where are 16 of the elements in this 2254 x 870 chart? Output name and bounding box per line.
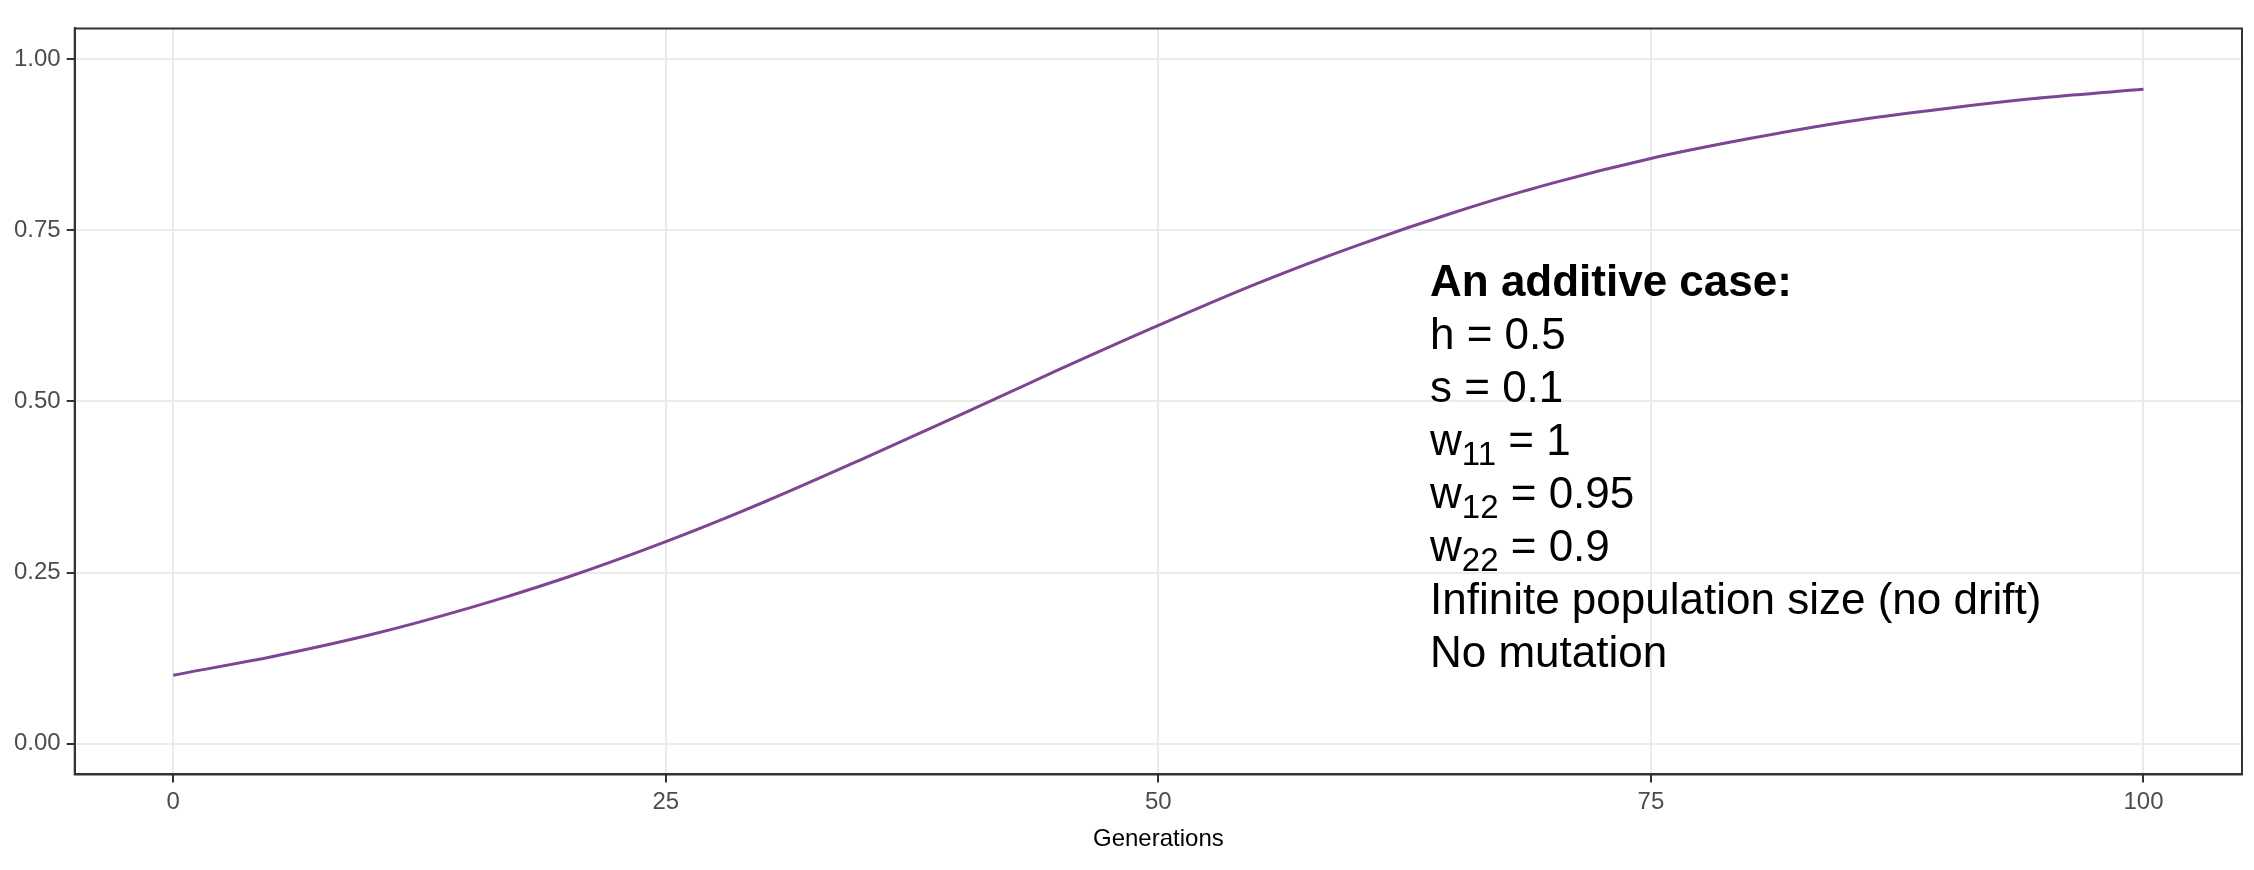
y-tick-label: 0.25 <box>13 557 61 585</box>
x-tick-label: 0 <box>166 787 180 815</box>
y-tick-label: 1.00 <box>13 43 61 71</box>
annotation: No mutation <box>1430 626 1669 678</box>
x-tick-label: 25 <box>652 787 680 815</box>
x-tick-label: 50 <box>1145 787 1172 815</box>
x-axis-title: Generations <box>1092 824 1224 852</box>
y-tick-label: 0.00 <box>13 728 61 756</box>
line-series <box>171 87 2145 677</box>
annotation: s = 0.1 <box>1430 361 1565 413</box>
x-tick-label: 75 <box>1637 787 1665 815</box>
annotation: h = 0.5 <box>1430 308 1567 360</box>
annotation: An additive case: <box>1430 255 1793 307</box>
x-tick-label: 100 <box>2123 787 2164 815</box>
y-tick-label: 0.50 <box>13 386 61 414</box>
y-tick-label: 0.75 <box>13 214 61 242</box>
